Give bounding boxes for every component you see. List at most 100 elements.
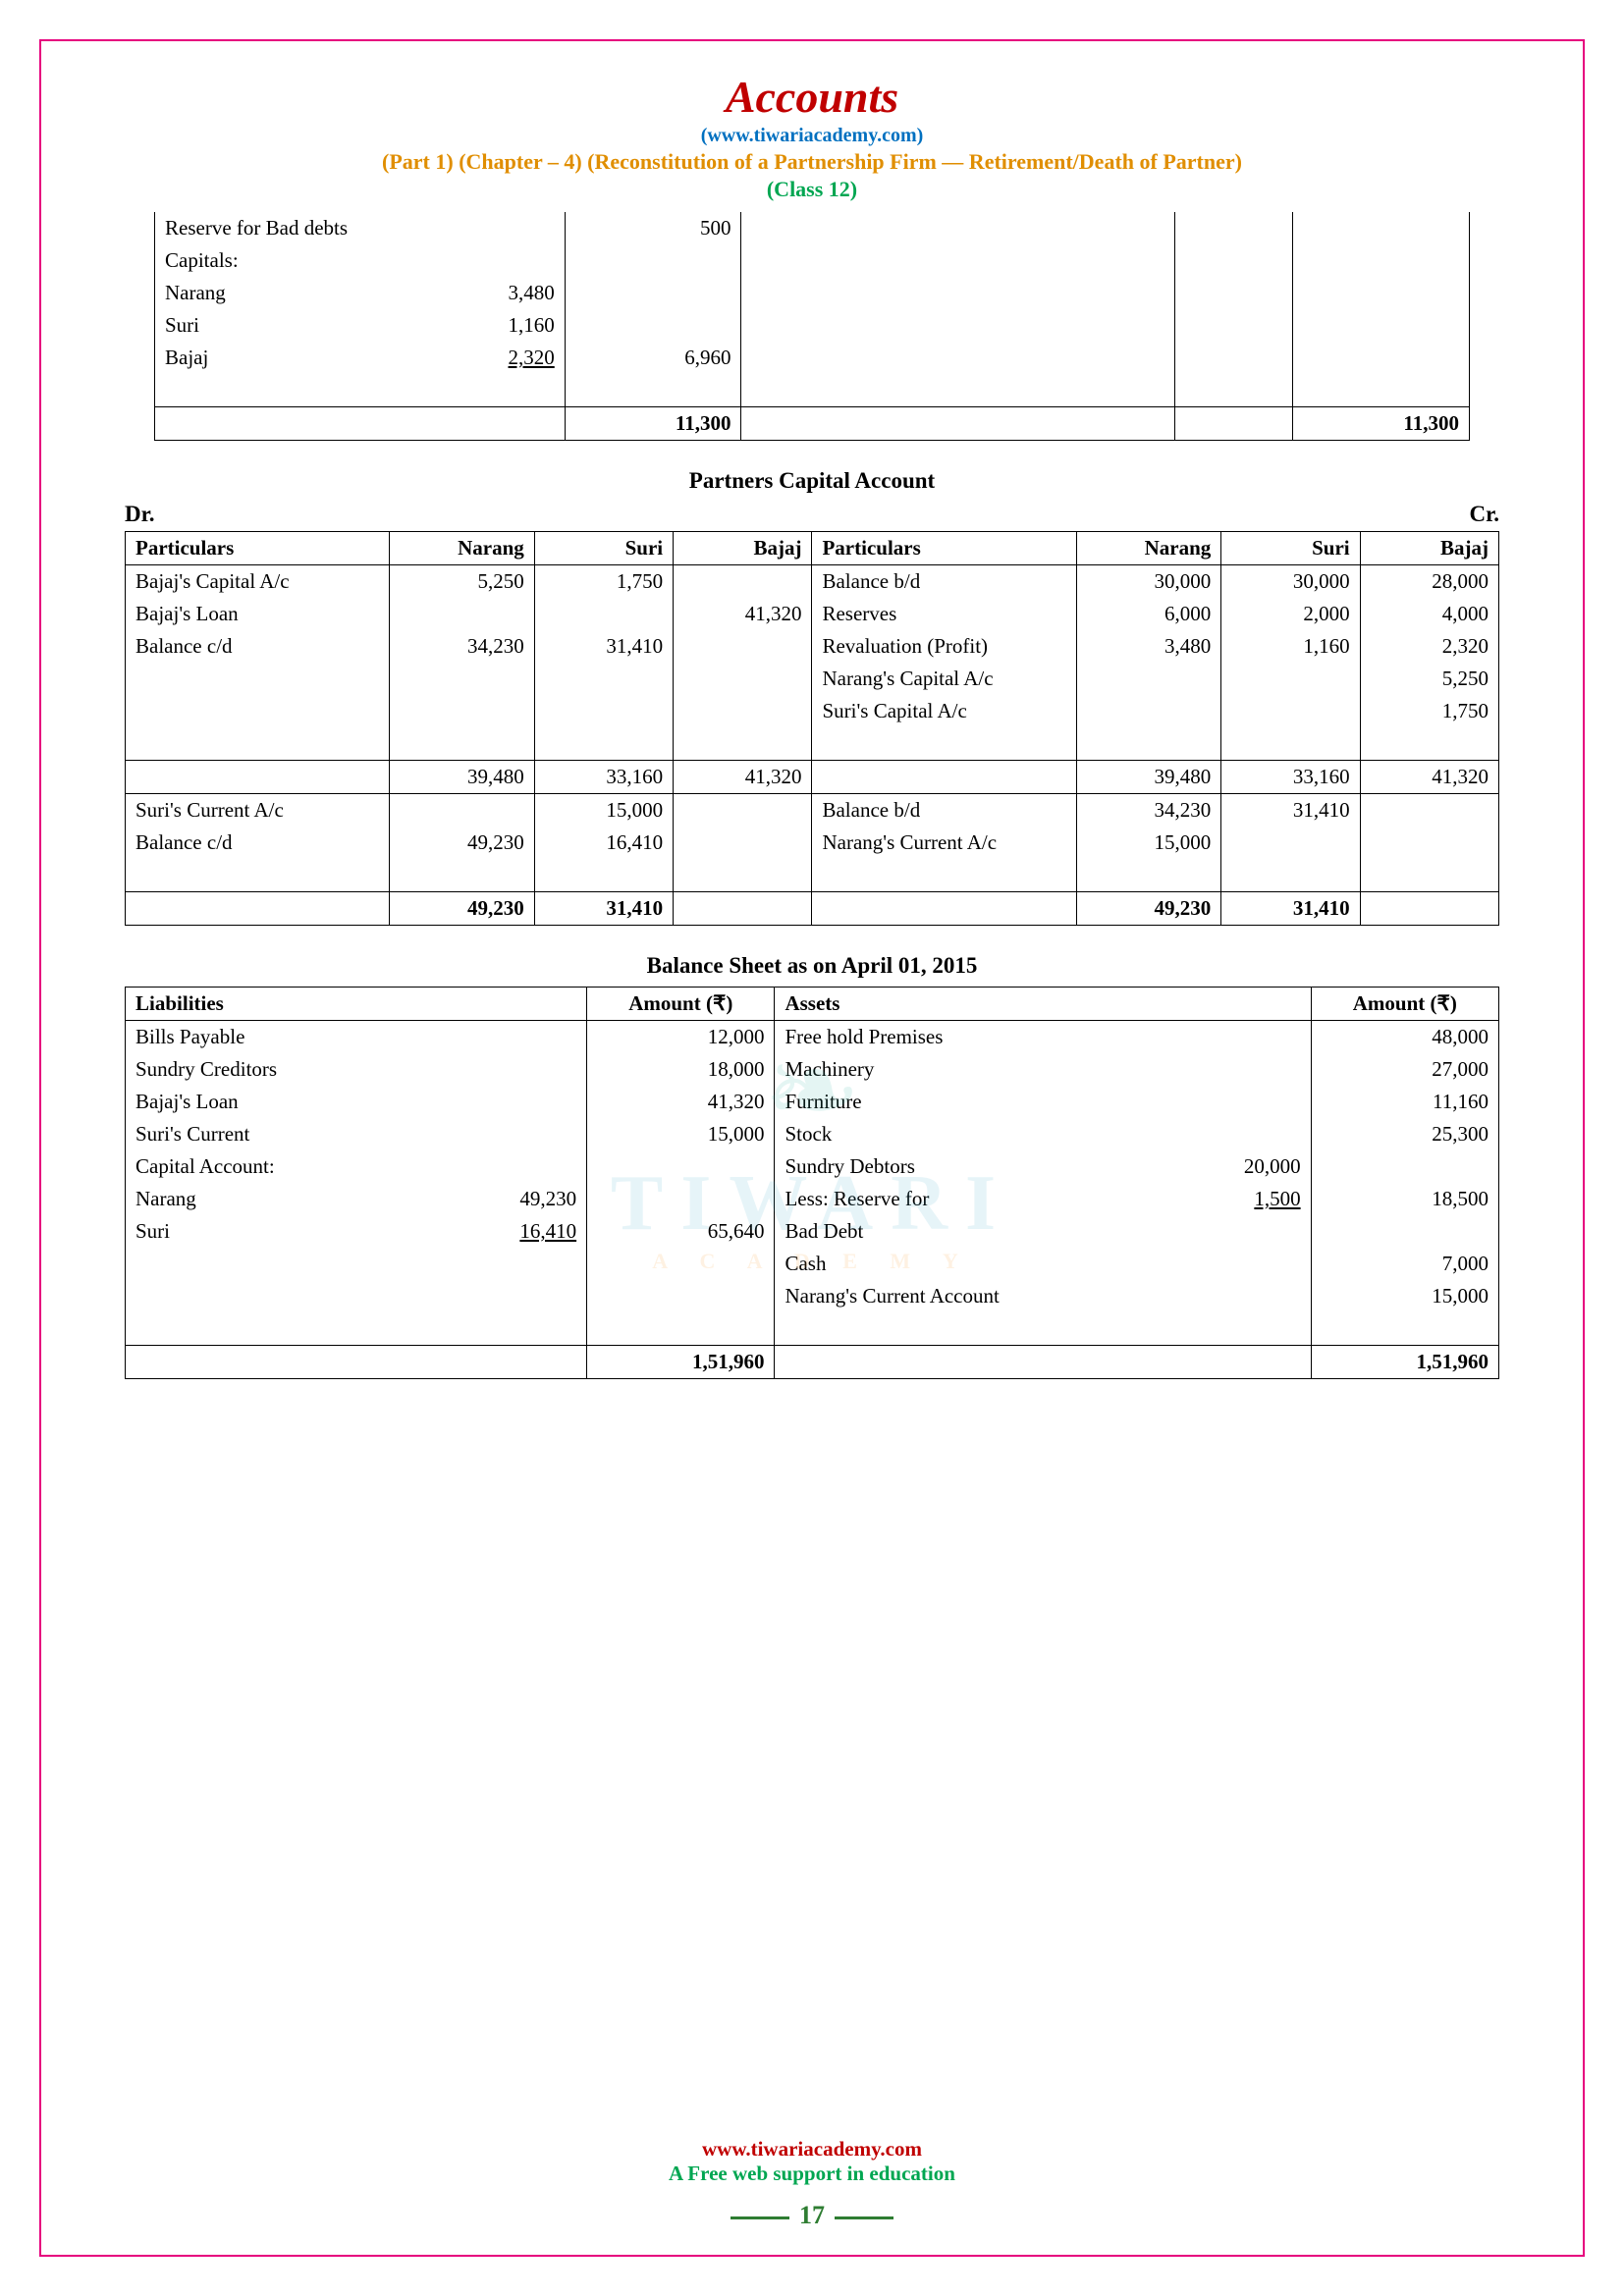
total: 11,300 — [565, 407, 741, 441]
val: 2,320 — [436, 342, 566, 374]
val: 3,480 — [1076, 630, 1220, 663]
val: 28,000 — [1360, 565, 1498, 599]
th: Assets — [775, 988, 1173, 1021]
val: 48,000 — [1311, 1021, 1498, 1054]
val: 4,000 — [1360, 598, 1498, 630]
th: Particulars — [812, 532, 1076, 565]
val: 15,000 — [587, 1118, 775, 1150]
total: 31,410 — [1221, 892, 1360, 926]
website-link[interactable]: (www.tiwariacademy.com) — [81, 125, 1543, 147]
val: 16,410 — [534, 827, 673, 859]
label: Revaluation (Profit) — [812, 630, 1076, 663]
total: 39,480 — [1076, 761, 1220, 794]
label: Machinery — [775, 1053, 1173, 1086]
label: Bajaj's Loan — [126, 1086, 437, 1118]
val: 20,000 — [1173, 1150, 1311, 1183]
val: 16,410 — [437, 1215, 587, 1248]
val: 30,000 — [1076, 565, 1220, 599]
label: Less: Reserve for — [775, 1183, 1173, 1215]
label: Narang's Capital A/c — [812, 663, 1076, 695]
chapter-line: (Part 1) (Chapter – 4) (Reconstitution o… — [81, 149, 1543, 175]
th: Amount (₹) — [1311, 988, 1498, 1021]
cr-label: Cr. — [1470, 502, 1499, 527]
page-border: ❧ TIWARI A C A D E M Y Accounts (www.tiw… — [39, 39, 1585, 2257]
label: Sundry Debtors — [775, 1150, 1173, 1183]
page-number: 17 — [41, 2201, 1583, 2230]
label: Capitals: — [155, 244, 436, 277]
val: 1,160 — [436, 309, 566, 342]
val: 500 — [565, 212, 741, 244]
bs-title: Balance Sheet as on April 01, 2015 — [81, 953, 1543, 979]
val: 41,320 — [674, 598, 812, 630]
page: ❧ TIWARI A C A D E M Y Accounts (www.tiw… — [0, 0, 1624, 2296]
val: 49,230 — [437, 1183, 587, 1215]
label: Narang's Current A/c — [812, 827, 1076, 859]
total: 33,160 — [534, 761, 673, 794]
val: 12,000 — [587, 1021, 775, 1054]
val: 65,640 — [587, 1215, 775, 1248]
label: Stock — [775, 1118, 1173, 1150]
total: 49,230 — [390, 892, 534, 926]
label: Balance b/d — [812, 565, 1076, 599]
val: 18,000 — [587, 1053, 775, 1086]
val: 5,250 — [1360, 663, 1498, 695]
th: Particulars — [126, 532, 390, 565]
dr-label: Dr. — [125, 502, 154, 527]
label: Narang's Current Account — [775, 1280, 1173, 1312]
th: Bajaj — [1360, 532, 1498, 565]
val: 6,960 — [565, 342, 741, 374]
total: 33,160 — [1221, 761, 1360, 794]
label: Narang — [126, 1183, 437, 1215]
label: Balance c/d — [126, 630, 390, 663]
header: Accounts (www.tiwariacademy.com) (Part 1… — [81, 71, 1543, 202]
val: 27,000 — [1311, 1053, 1498, 1086]
val: 25,300 — [1311, 1118, 1498, 1150]
th: Amount (₹) — [587, 988, 775, 1021]
val: 2,000 — [1221, 598, 1360, 630]
total: 1,51,960 — [587, 1346, 775, 1379]
th: Bajaj — [674, 532, 812, 565]
label: Suri — [126, 1215, 437, 1248]
total: 31,410 — [534, 892, 673, 926]
val: 18,500 — [1311, 1183, 1498, 1215]
th: Suri — [1221, 532, 1360, 565]
val: 41,320 — [587, 1086, 775, 1118]
pca-title: Partners Capital Account — [81, 468, 1543, 494]
val: 15,000 — [534, 794, 673, 828]
label: Free hold Premises — [775, 1021, 1173, 1054]
total: 39,480 — [390, 761, 534, 794]
balance-sheet-table: Liabilities Amount (₹) Assets Amount (₹)… — [125, 987, 1499, 1379]
main-title: Accounts — [81, 71, 1543, 123]
footer: www.tiwariacademy.com A Free web support… — [41, 2137, 1583, 2186]
val: 1,500 — [1173, 1183, 1311, 1215]
label: Balance b/d — [812, 794, 1076, 828]
label: Bajaj's Capital A/c — [126, 565, 390, 599]
label: Narang — [155, 277, 436, 309]
val: 1,160 — [1221, 630, 1360, 663]
val: 31,410 — [1221, 794, 1360, 828]
label: Bajaj's Loan — [126, 598, 390, 630]
total: 1,51,960 — [1311, 1346, 1498, 1379]
pca-table: Particulars Narang Suri Bajaj Particular… — [125, 531, 1499, 926]
label: Suri — [155, 309, 436, 342]
val: 31,410 — [534, 630, 673, 663]
label: Suri's Capital A/c — [812, 695, 1076, 727]
label: Capital Account: — [126, 1150, 437, 1183]
val: 49,230 — [390, 827, 534, 859]
val: 34,230 — [1076, 794, 1220, 828]
val: 34,230 — [390, 630, 534, 663]
total: 41,320 — [674, 761, 812, 794]
label: Bills Payable — [126, 1021, 437, 1054]
footer-website[interactable]: www.tiwariacademy.com — [41, 2137, 1583, 2162]
val: 2,320 — [1360, 630, 1498, 663]
val: 1,750 — [1360, 695, 1498, 727]
th: Liabilities — [126, 988, 437, 1021]
val: 11,160 — [1311, 1086, 1498, 1118]
val: 7,000 — [1311, 1248, 1498, 1280]
footer-tagline: A Free web support in education — [41, 2162, 1583, 2186]
val: 15,000 — [1311, 1280, 1498, 1312]
label: Sundry Creditors — [126, 1053, 437, 1086]
class-line: (Class 12) — [81, 177, 1543, 202]
total: 49,230 — [1076, 892, 1220, 926]
label: Cash — [775, 1248, 1173, 1280]
